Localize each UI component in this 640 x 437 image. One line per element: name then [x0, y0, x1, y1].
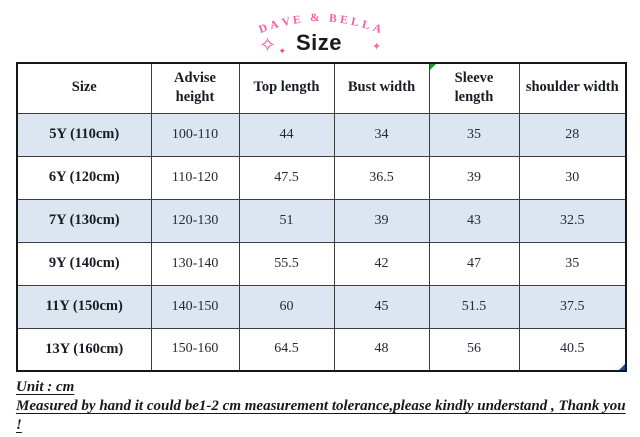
measurement-cell: 150-160 — [150, 327, 240, 372]
measurement-cell: 43 — [428, 198, 520, 243]
measurement-cell: 35 — [518, 241, 627, 286]
brand-letter — [304, 13, 308, 25]
size-label-cell: 7Y (130cm) — [16, 198, 152, 243]
measurement-cell: 60 — [238, 284, 335, 329]
table-body: 5Y (110cm) 100-110 44 34 35 28 6Y (120cm) 110-1… — [16, 112, 627, 372]
table-header-row: Size Advise height Top length Bust width Sle… — [16, 62, 627, 114]
brand-letter: E — [292, 13, 303, 27]
sparkle-icon: ✧ — [258, 32, 277, 57]
measurement-cell: 56 — [428, 327, 520, 372]
measurement-cell: 28 — [518, 112, 627, 157]
brand-letter — [323, 12, 326, 24]
measurement-cell: 110-120 — [150, 155, 240, 200]
measurement-cell: 34 — [333, 112, 430, 157]
tolerance-note: Measured by hand it could be1-2 cm measu… — [16, 397, 626, 433]
measurement-cell: 40.5 — [518, 327, 627, 372]
table-row: 5Y (110cm) 100-110 44 34 35 28 — [16, 112, 627, 157]
table-row: 11Y (150cm) 140-150 60 45 51.5 37.5 — [16, 284, 627, 329]
green-corner-marker-icon — [429, 64, 436, 70]
measurement-cell: 130-140 — [150, 241, 240, 286]
brand-letter: B — [328, 12, 338, 26]
page-title: Size — [295, 30, 342, 55]
column-header: Advise height — [150, 62, 240, 114]
column-header: Sleeve length — [428, 62, 520, 114]
size-label-cell: 9Y (140cm) — [16, 241, 152, 286]
measurement-cell: 55.5 — [238, 241, 335, 286]
measurement-cell: 140-150 — [150, 284, 240, 329]
measurement-cell: 32.5 — [518, 198, 627, 243]
measurement-cell: 39 — [333, 198, 430, 243]
measurement-cell: 45 — [333, 284, 430, 329]
measurement-cell: 51.5 — [428, 284, 520, 329]
measurement-cell: 37.5 — [518, 284, 627, 329]
column-header: Bust width — [333, 62, 430, 114]
table-row: 13Y (160cm) 150-160 64.5 48 56 40.5 — [16, 327, 627, 372]
unit-note: Unit : cm — [16, 379, 75, 395]
measurement-cell: 48 — [333, 327, 430, 372]
measurement-cell: 36.5 — [333, 155, 430, 200]
title-row: ✧ ✦ Size ✦ — [0, 28, 640, 58]
size-chart-table: Size Advise height Top length Bust width Sle… — [16, 62, 627, 372]
measurement-cell: 64.5 — [238, 327, 335, 372]
table-row: 6Y (120cm) 110-120 47.5 36.5 39 30 — [16, 155, 627, 200]
column-header: shoulder width — [518, 62, 627, 114]
page-header: DAVE & B ELLA ✧ ✦ Size ✦ — [0, 0, 640, 62]
column-header: Size — [16, 62, 152, 114]
measurement-cell: 100-110 — [150, 112, 240, 157]
measurement-cell: 42 — [333, 241, 430, 286]
measurement-cell: 35 — [428, 112, 520, 157]
measurement-cell: 47 — [428, 241, 520, 286]
column-header: Top length — [238, 62, 335, 114]
brand-letter: E — [339, 13, 349, 27]
measurement-cell: 51 — [238, 198, 335, 243]
size-label-cell: 5Y (110cm) — [16, 112, 152, 157]
measurement-cell: 39 — [428, 155, 520, 200]
sparkle-icon: ✦ — [278, 45, 286, 56]
footer-notes: Unit : cm Measured by hand it could be1-… — [16, 378, 631, 434]
measurement-cell: 44 — [238, 112, 335, 157]
size-label-cell: 11Y (150cm) — [16, 284, 152, 329]
measurement-cell: 30 — [518, 155, 627, 200]
blue-corner-marker-icon — [619, 364, 625, 370]
measurement-cell: 47.5 — [238, 155, 335, 200]
brand-letter: & — [310, 11, 321, 25]
size-label-cell: 13Y (160cm) — [16, 327, 152, 372]
table-row: 9Y (140cm) 130-140 55.5 42 47 35 — [16, 241, 627, 286]
sparkle-icon: ✦ — [371, 40, 382, 53]
table-row: 7Y (130cm) 120-130 51 39 43 32.5 — [16, 198, 627, 243]
measurement-cell: 120-130 — [150, 198, 240, 243]
size-label-cell: 6Y (120cm) — [16, 155, 152, 200]
